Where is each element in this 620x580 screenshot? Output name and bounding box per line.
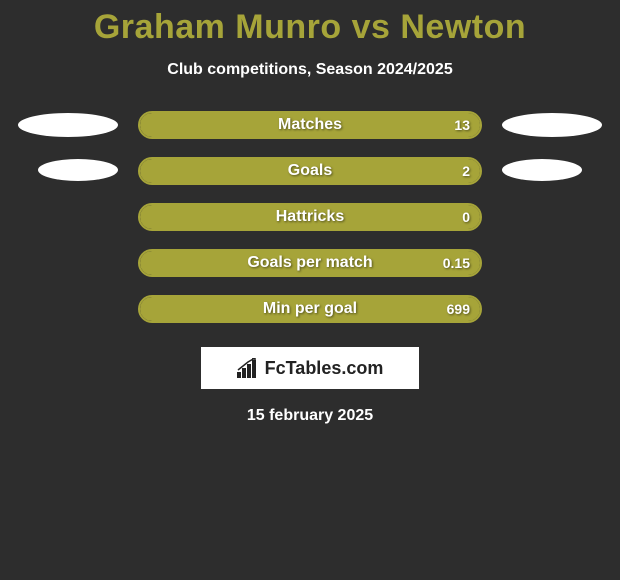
stat-value-right: 699 (447, 297, 470, 321)
stat-row: Matches13 (138, 111, 482, 139)
chart-icon (237, 358, 259, 378)
page-subtitle: Club competitions, Season 2024/2025 (0, 61, 620, 79)
stat-row: Goals2 (138, 157, 482, 185)
logo-text: FcTables.com (265, 358, 384, 379)
stat-label: Min per goal (140, 297, 480, 321)
stat-label: Goals per match (140, 251, 480, 275)
stats-column: Matches13 Goals2 Hattricks0 Goals per match… (138, 111, 482, 323)
comparison-area: Matches13 Goals2 Hattricks0 Goals per match… (0, 111, 620, 323)
player1-avatar-placeholder (18, 113, 118, 137)
player1-column (18, 111, 118, 181)
stat-label: Matches (140, 113, 480, 137)
stat-label: Goals (140, 159, 480, 183)
date-text: 15 february 2025 (0, 407, 620, 425)
player2-avatar-placeholder (502, 159, 582, 181)
stat-value-right: 2 (462, 159, 470, 183)
player2-column (502, 111, 602, 181)
stat-value-right: 0.15 (443, 251, 470, 275)
page-title: Graham Munro vs Newton (0, 0, 620, 47)
player2-avatar-placeholder (502, 113, 602, 137)
stat-row: Min per goal699 (138, 295, 482, 323)
player1-avatar-placeholder (38, 159, 118, 181)
logo-box: FcTables.com (201, 347, 419, 389)
stat-row: Goals per match0.15 (138, 249, 482, 277)
stat-value-right: 13 (454, 113, 470, 137)
stat-label: Hattricks (140, 205, 480, 229)
stat-row: Hattricks0 (138, 203, 482, 231)
stat-value-right: 0 (462, 205, 470, 229)
